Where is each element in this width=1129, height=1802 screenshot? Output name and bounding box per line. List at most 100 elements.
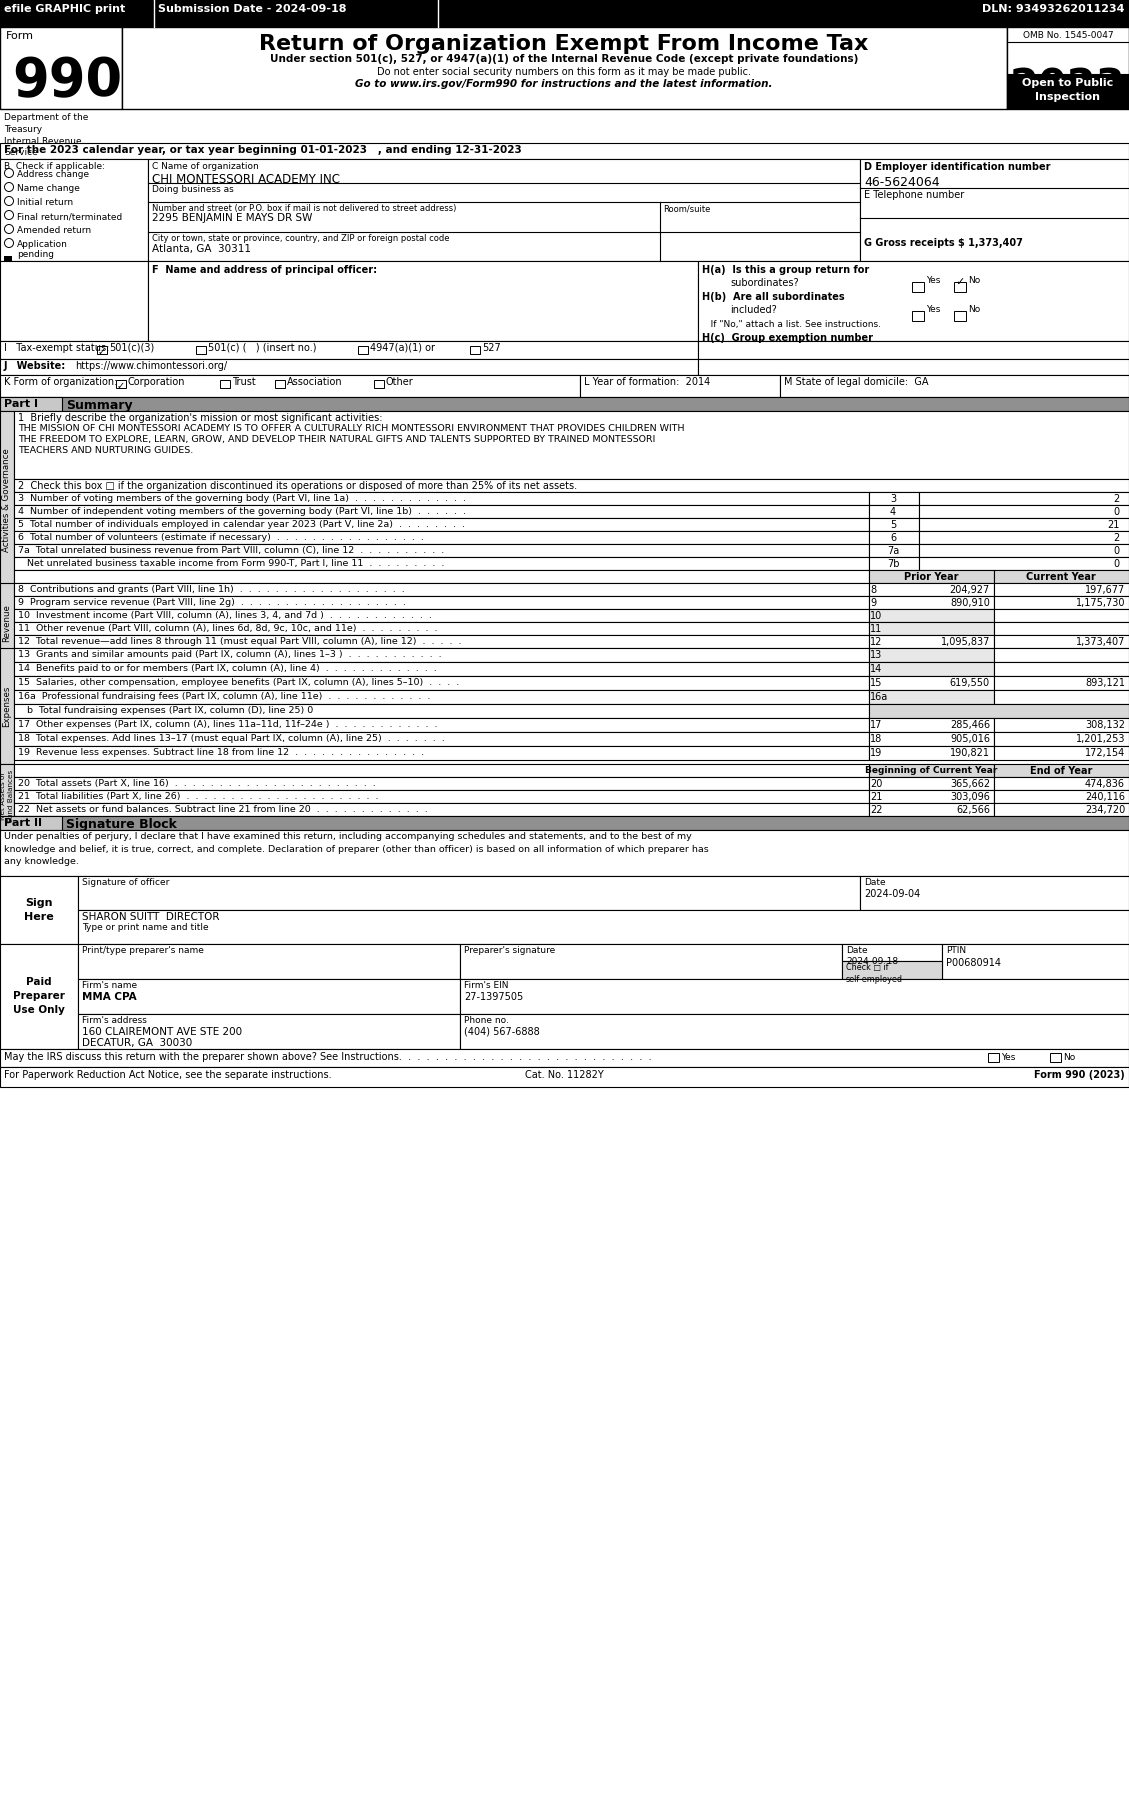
Bar: [994, 777, 1129, 789]
Text: 17  Other expenses (Part IX, column (A), lines 11a–11d, 11f–24e )  .  .  .  .  .: 17 Other expenses (Part IX, column (A), …: [18, 721, 438, 730]
Bar: [220, 380, 230, 387]
Bar: [196, 346, 205, 353]
Bar: [14, 649, 869, 661]
Bar: [14, 517, 869, 532]
Bar: [954, 281, 966, 292]
Bar: [869, 690, 994, 705]
Bar: [994, 690, 1129, 705]
Bar: [869, 804, 994, 816]
Bar: [0, 649, 14, 764]
Text: L Year of formation:  2014: L Year of formation: 2014: [584, 377, 710, 387]
Bar: [869, 732, 994, 746]
Text: F  Name and address of principal officer:: F Name and address of principal officer:: [152, 265, 377, 276]
Text: 0: 0: [1114, 506, 1120, 517]
Text: 21  Total liabilities (Part X, line 26)  .  .  .  .  .  .  .  .  .  .  .  .  .  : 21 Total liabilities (Part X, line 26) .…: [18, 793, 378, 802]
Bar: [14, 777, 869, 789]
Text: D Employer identification number: D Employer identification number: [864, 162, 1050, 171]
Bar: [14, 634, 869, 649]
Text: May the IRS discuss this return with the preparer shown above? See Instructions.: May the IRS discuss this return with the…: [5, 1052, 651, 1061]
Text: 0: 0: [1114, 559, 1120, 569]
Text: Open to Public
Inspection: Open to Public Inspection: [1023, 77, 1113, 103]
Text: 234,720: 234,720: [1085, 805, 1124, 815]
Text: J   Website:: J Website:: [5, 360, 67, 371]
Bar: [14, 479, 1129, 492]
Bar: [0, 396, 1129, 411]
Text: Summary: Summary: [65, 398, 132, 413]
Text: Under penalties of perjury, I declare that I have examined this return, includin: Under penalties of perjury, I declare th…: [5, 833, 709, 867]
Text: 1,373,407: 1,373,407: [1076, 636, 1124, 647]
Text: Beginning of Current Year: Beginning of Current Year: [865, 766, 997, 775]
Bar: [0, 816, 1129, 831]
Bar: [148, 159, 860, 261]
Text: Return of Organization Exempt From Income Tax: Return of Organization Exempt From Incom…: [260, 34, 868, 54]
Bar: [0, 27, 122, 108]
Text: 5  Total number of individuals employed in calendar year 2023 (Part V, line 2a) : 5 Total number of individuals employed i…: [18, 521, 465, 530]
Bar: [14, 732, 869, 746]
Bar: [869, 557, 919, 569]
Text: 527: 527: [482, 342, 501, 353]
Text: C Name of organization: C Name of organization: [152, 162, 259, 171]
Text: Current Year: Current Year: [1026, 571, 1096, 582]
Bar: [869, 517, 919, 532]
Text: Prior Year: Prior Year: [903, 571, 959, 582]
Bar: [869, 705, 1129, 717]
Bar: [460, 978, 1129, 1015]
Text: Paid
Preparer
Use Only: Paid Preparer Use Only: [14, 977, 65, 1015]
Text: 62,566: 62,566: [956, 805, 990, 815]
Text: 11  Other revenue (Part VIII, column (A), lines 6d, 8d, 9c, 10c, and 11e)  .  . : 11 Other revenue (Part VIII, column (A),…: [18, 623, 438, 633]
Text: 890,910: 890,910: [951, 598, 990, 607]
Text: Type or print name and title: Type or print name and title: [82, 923, 209, 932]
Text: 240,116: 240,116: [1085, 793, 1124, 802]
Text: 2295 BENJAMIN E MAYS DR SW: 2295 BENJAMIN E MAYS DR SW: [152, 213, 313, 223]
Bar: [869, 634, 994, 649]
Text: Room/suite: Room/suite: [663, 204, 710, 213]
Text: 20  Total assets (Part X, line 16)  .  .  .  .  .  .  .  .  .  .  .  .  .  .  . : 20 Total assets (Part X, line 16) . . . …: [18, 778, 376, 787]
Text: Yes: Yes: [1001, 1052, 1015, 1061]
Text: Yes: Yes: [926, 276, 940, 285]
Text: 9: 9: [870, 598, 876, 607]
Text: DLN: 93493262011234: DLN: 93493262011234: [982, 4, 1124, 14]
Text: Department of the
Treasury
Internal Revenue
Service: Department of the Treasury Internal Reve…: [5, 114, 88, 157]
Bar: [869, 764, 994, 777]
Bar: [14, 492, 869, 505]
Text: Submission Date - 2024-09-18: Submission Date - 2024-09-18: [158, 4, 347, 14]
Text: THE MISSION OF CHI MONTESSORI ACADEMY IS TO OFFER A CULTURALLY RICH MONTESSORI E: THE MISSION OF CHI MONTESSORI ACADEMY IS…: [18, 423, 684, 432]
Text: (404) 567-6888: (404) 567-6888: [464, 1027, 540, 1036]
Bar: [470, 346, 480, 353]
Bar: [14, 705, 869, 717]
Text: 204,927: 204,927: [949, 586, 990, 595]
Bar: [869, 789, 994, 804]
Bar: [374, 380, 384, 387]
Text: 2  Check this box □ if the organization discontinued its operations or disposed : 2 Check this box □ if the organization d…: [18, 481, 577, 490]
Bar: [994, 746, 1129, 760]
Bar: [780, 375, 1129, 396]
Text: ✓: ✓: [117, 380, 125, 391]
Text: Under section 501(c), 527, or 4947(a)(1) of the Internal Revenue Code (except pr: Under section 501(c), 527, or 4947(a)(1)…: [270, 54, 858, 65]
Text: 16a  Professional fundraising fees (Part IX, column (A), line 11e)  .  .  .  .  : 16a Professional fundraising fees (Part …: [18, 692, 430, 701]
Text: Corporation: Corporation: [128, 377, 185, 387]
Bar: [698, 341, 1129, 359]
Text: 13: 13: [870, 651, 882, 660]
Bar: [358, 346, 368, 353]
Bar: [869, 622, 994, 634]
Text: 7a  Total unrelated business revenue from Part VIII, column (C), line 12  .  .  : 7a Total unrelated business revenue from…: [18, 546, 444, 555]
Text: 285,466: 285,466: [949, 721, 990, 730]
Bar: [14, 746, 869, 760]
Bar: [912, 281, 924, 292]
Bar: [0, 159, 148, 261]
Text: https://www.chimontessori.org/: https://www.chimontessori.org/: [75, 360, 227, 371]
Text: Association: Association: [287, 377, 342, 387]
Text: 172,154: 172,154: [1085, 748, 1124, 759]
Bar: [869, 661, 994, 676]
Text: 160 CLAIREMONT AVE STE 200: 160 CLAIREMONT AVE STE 200: [82, 1027, 242, 1036]
Text: 18  Total expenses. Add lines 13–17 (must equal Part IX, column (A), line 25)  .: 18 Total expenses. Add lines 13–17 (must…: [18, 733, 445, 742]
Bar: [994, 661, 1129, 676]
Bar: [78, 1015, 460, 1049]
Text: Date: Date: [846, 946, 867, 955]
Bar: [0, 831, 1129, 876]
Text: Print/type preparer's name: Print/type preparer's name: [82, 946, 204, 955]
Text: B  Check if applicable:: B Check if applicable:: [5, 162, 105, 171]
Text: Expenses: Expenses: [2, 685, 11, 726]
Text: No: No: [1064, 1052, 1075, 1061]
Text: 990: 990: [12, 56, 122, 106]
